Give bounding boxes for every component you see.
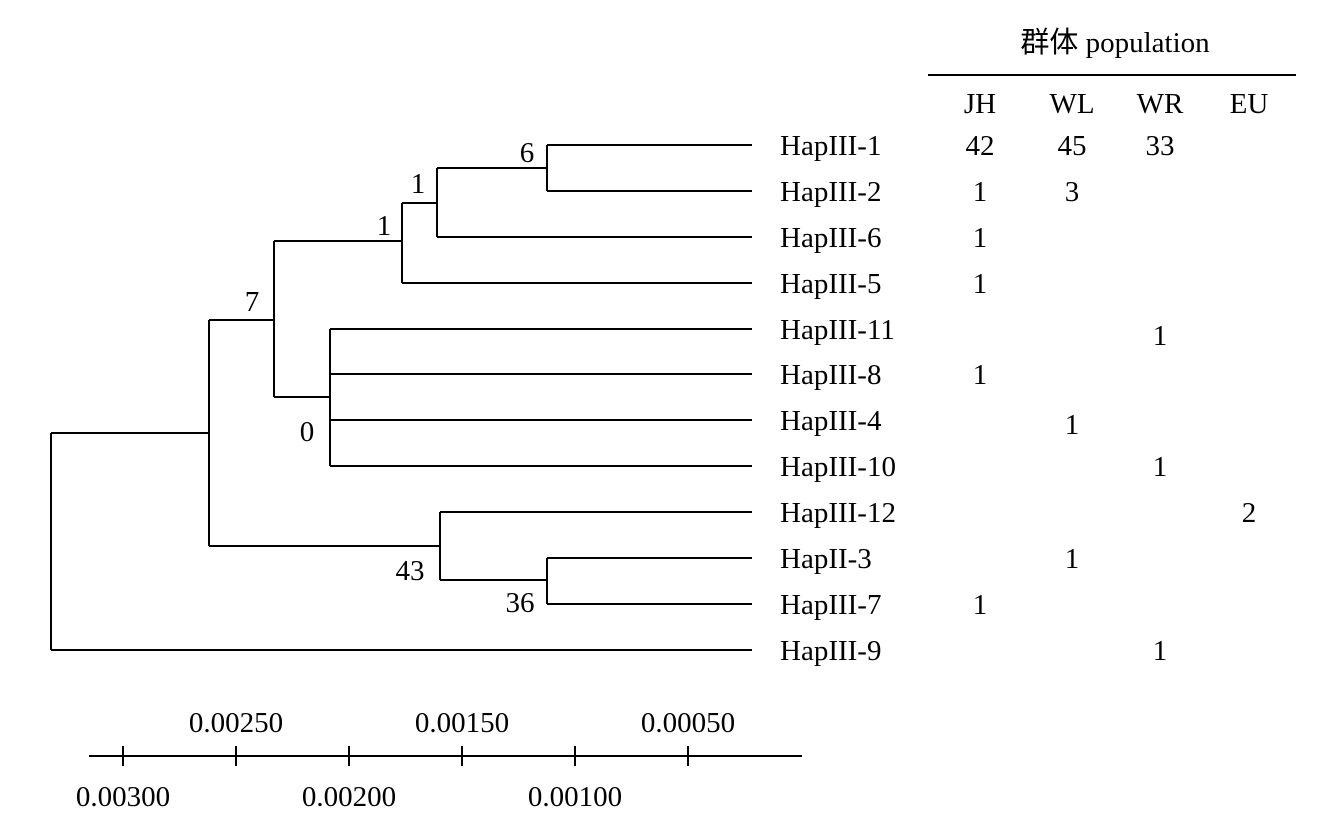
population-count: 45 bbox=[1058, 130, 1087, 162]
leaf-label: HapIII-10 bbox=[780, 451, 896, 483]
column-header-wl: WL bbox=[1049, 88, 1094, 120]
population-count: 1 bbox=[973, 176, 988, 208]
column-header-jh: JH bbox=[964, 88, 996, 120]
bootstrap-label: 36 bbox=[506, 587, 535, 619]
leaf-label: HapIII-9 bbox=[780, 635, 881, 667]
leaf-label: HapIII-2 bbox=[780, 176, 881, 208]
leaf-label: HapIII-4 bbox=[780, 405, 882, 437]
population-count: 1 bbox=[1153, 635, 1168, 667]
leaf-label: HapII-3 bbox=[780, 543, 872, 575]
leaf-label: HapIII-11 bbox=[780, 314, 895, 346]
scale-lower-label: 0.00200 bbox=[302, 781, 396, 813]
leaf-label: HapIII-6 bbox=[780, 222, 881, 254]
scale-upper-label: 0.00250 bbox=[189, 707, 283, 739]
column-header-eu: EU bbox=[1230, 88, 1269, 120]
population-count: 1 bbox=[1153, 451, 1168, 483]
population-count: 1 bbox=[1065, 543, 1080, 575]
population-count: 3 bbox=[1065, 176, 1080, 208]
population-count: 42 bbox=[966, 130, 995, 162]
leaf-rows: HapIII-1 42 45 33 HapIII-2 1 3 HapIII-6 1 HapIII-… bbox=[780, 130, 1256, 667]
population-count: 1 bbox=[973, 268, 988, 300]
population-count: 33 bbox=[1146, 130, 1175, 162]
population-count: 1 bbox=[973, 589, 988, 621]
scale-upper-label: 0.00150 bbox=[415, 707, 509, 739]
population-count: 1 bbox=[1065, 409, 1080, 441]
population-count: 1 bbox=[1153, 320, 1168, 352]
column-header-wr: WR bbox=[1137, 88, 1184, 120]
population-count: 1 bbox=[973, 222, 988, 254]
population-count: 1 bbox=[973, 359, 988, 391]
scale-lower-label: 0.00300 bbox=[76, 781, 170, 813]
scale-bar: 0.00250 0.00150 0.00050 0.00300 0.00200 … bbox=[76, 707, 802, 813]
population-count: 2 bbox=[1242, 497, 1257, 529]
leaf-label: HapIII-7 bbox=[780, 589, 881, 621]
leaf-label: HapIII-8 bbox=[780, 359, 881, 391]
bootstrap-label: 1 bbox=[411, 168, 426, 200]
bootstrap-label: 0 bbox=[300, 416, 315, 448]
tree-branches bbox=[50, 144, 752, 651]
scale-upper-label: 0.00050 bbox=[641, 707, 735, 739]
scale-lower-label: 0.00100 bbox=[528, 781, 622, 813]
bootstrap-label: 1 bbox=[377, 210, 392, 242]
leaf-label: HapIII-12 bbox=[780, 497, 896, 529]
leaf-label: HapIII-1 bbox=[780, 130, 881, 162]
bootstrap-label: 7 bbox=[245, 286, 260, 318]
bootstrap-label: 6 bbox=[520, 137, 535, 169]
bootstrap-label: 43 bbox=[396, 555, 425, 587]
population-header-title: 群体 population bbox=[1020, 26, 1210, 59]
leaf-label: HapIII-5 bbox=[780, 268, 881, 300]
